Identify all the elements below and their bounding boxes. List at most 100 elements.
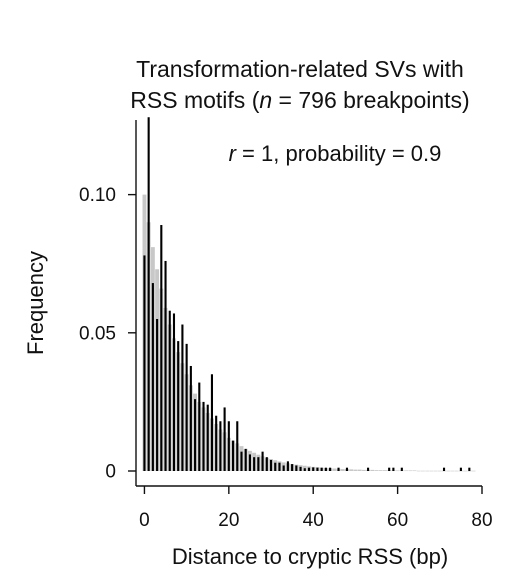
expected-bar-76 xyxy=(463,470,468,472)
expected-bar-65 xyxy=(416,470,421,472)
observed-bar-38 xyxy=(303,468,306,471)
observed-bar-21 xyxy=(231,440,235,471)
chart-title: Transformation-related SVs with RSS motif… xyxy=(130,56,469,113)
expected-bar-47 xyxy=(340,469,345,471)
annotation-text: r = 1, probability = 0.9 xyxy=(229,141,442,166)
title-line-1-part-0: Transformation-related SVs with xyxy=(136,56,464,82)
expected-bar-70 xyxy=(437,470,442,472)
observed-bars xyxy=(143,117,471,472)
y-tick-label-1: 0.05 xyxy=(79,323,116,344)
observed-bar-34 xyxy=(286,461,289,471)
observed-bar-14 xyxy=(202,401,205,471)
observed-bar-12 xyxy=(194,399,197,471)
title-line-2-part-1: n xyxy=(259,87,272,113)
expected-bar-74 xyxy=(454,470,459,472)
observed-bar-25 xyxy=(248,454,251,471)
expected-bar-68 xyxy=(429,470,434,472)
x-tick-label-2: 40 xyxy=(303,510,324,531)
expected-bar-50 xyxy=(353,469,358,471)
expected-bar-66 xyxy=(420,470,425,472)
observed-bar-13 xyxy=(198,382,201,471)
observed-bar-27 xyxy=(257,457,260,471)
expected-bar-62 xyxy=(404,470,408,472)
observed-bar-10 xyxy=(185,343,188,471)
title-line-2-part-0: RSS motifs ( xyxy=(130,87,259,113)
observed-bar-30 xyxy=(269,459,273,471)
observed-bar-77 xyxy=(468,467,471,471)
title-line-2: RSS motifs (n = 796 breakpoints) xyxy=(130,87,469,113)
observed-bar-19 xyxy=(223,407,226,471)
observed-bar-61 xyxy=(400,467,403,471)
y-tick-label-0: 0 xyxy=(105,462,116,483)
expected-bar-77 xyxy=(467,470,472,472)
observed-bar-20 xyxy=(227,421,230,471)
expected-bar-71 xyxy=(442,470,446,472)
title-line-2-part-2: = 796 breakpoints) xyxy=(272,87,470,113)
observed-bar-16 xyxy=(210,374,214,471)
observed-bar-23 xyxy=(240,451,243,471)
observed-bar-71 xyxy=(442,467,446,471)
expected-bar-69 xyxy=(433,470,438,472)
observed-bar-7 xyxy=(172,313,176,471)
observed-bar-43 xyxy=(324,467,327,471)
y-tick-label-2: 0.10 xyxy=(79,185,116,206)
observed-bar-3 xyxy=(156,318,159,471)
observed-bar-4 xyxy=(160,225,163,471)
expected-bars xyxy=(142,194,476,472)
expected-bar-64 xyxy=(412,470,417,472)
annotation-text-part-1: = 1, probability = 0.9 xyxy=(236,141,441,166)
observed-bar-5 xyxy=(164,260,167,471)
observed-bar-32 xyxy=(278,462,281,471)
observed-bar-75 xyxy=(459,467,462,471)
observed-bar-22 xyxy=(236,421,239,471)
observed-bar-42 xyxy=(320,467,323,471)
annotation: r = 1, probability = 0.9 xyxy=(229,141,442,166)
observed-bar-59 xyxy=(392,467,395,471)
x-tick-label-1: 20 xyxy=(218,510,239,531)
x-tick-label-4: 80 xyxy=(471,510,492,531)
expected-bar-52 xyxy=(361,469,366,471)
observed-bar-33 xyxy=(282,465,285,471)
observed-bar-15 xyxy=(206,404,209,471)
observed-bar-9 xyxy=(181,324,184,471)
expected-bar-45 xyxy=(332,468,337,471)
observed-bar-39 xyxy=(307,467,311,471)
observed-bar-31 xyxy=(274,462,277,471)
observed-bar-46 xyxy=(337,467,340,471)
observed-bar-36 xyxy=(295,465,298,471)
expected-bar-49 xyxy=(349,469,354,471)
expected-bar-73 xyxy=(450,470,455,472)
axes: 0 0.05 0.10 0 20 40 60 80 Distance to cryptic RS… xyxy=(23,120,493,569)
x-tick-label-3: 60 xyxy=(387,510,408,531)
observed-bar-44 xyxy=(329,467,332,471)
expected-bar-63 xyxy=(408,470,413,472)
expected-bar-51 xyxy=(357,469,362,471)
annotation-text-part-0: r xyxy=(229,141,238,166)
observed-bar-48 xyxy=(345,467,349,471)
expected-bar-78 xyxy=(471,470,476,472)
expected-bar-60 xyxy=(395,470,400,472)
observed-bar-11 xyxy=(189,365,192,471)
expected-bar-54 xyxy=(370,469,375,471)
observed-bar-58 xyxy=(388,467,391,471)
x-axis-label: Distance to cryptic RSS (bp) xyxy=(172,544,448,569)
observed-bar-0 xyxy=(143,255,146,471)
title-line-1: Transformation-related SVs with xyxy=(136,56,464,82)
observed-bar-41 xyxy=(316,467,319,471)
observed-bar-6 xyxy=(168,310,171,471)
observed-bar-17 xyxy=(215,415,218,471)
observed-bar-29 xyxy=(265,457,268,471)
expected-bar-75 xyxy=(458,470,463,472)
observed-bar-40 xyxy=(312,467,315,471)
observed-bar-24 xyxy=(244,448,247,471)
observed-bar-18 xyxy=(219,421,222,471)
observed-bar-37 xyxy=(299,466,302,471)
observed-bar-1 xyxy=(147,117,150,472)
expected-bar-57 xyxy=(383,470,387,471)
observed-bar-2 xyxy=(151,283,154,471)
observed-bar-28 xyxy=(261,451,264,471)
expected-bar-72 xyxy=(446,470,451,472)
y-axis-label: Frequency xyxy=(23,251,48,355)
expected-bar-56 xyxy=(378,470,383,471)
